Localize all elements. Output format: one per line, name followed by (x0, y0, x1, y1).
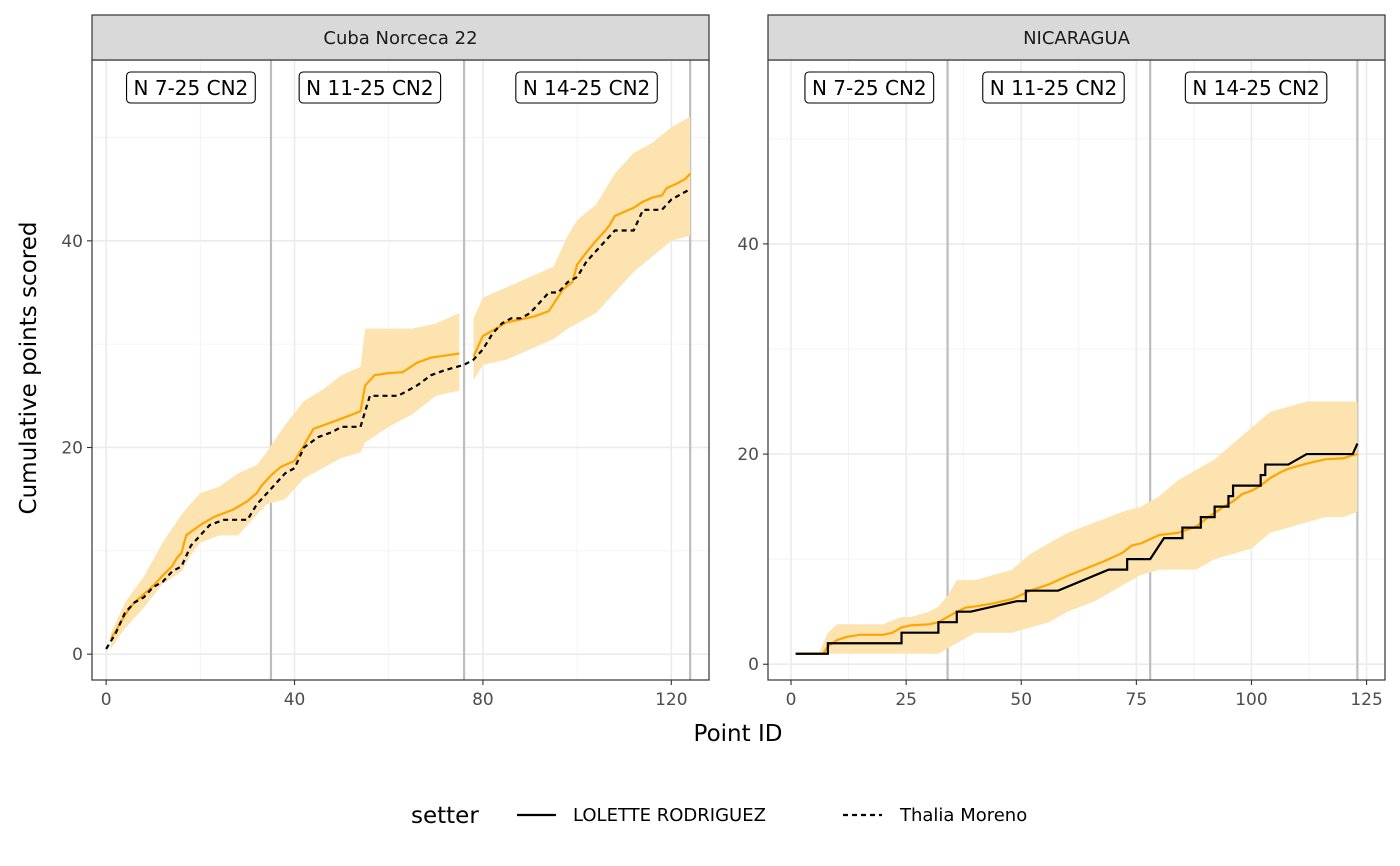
set-label-box (298, 71, 442, 104)
set-label-box (125, 71, 256, 104)
x-tick-label: 75 (1126, 690, 1148, 710)
set-label-box (515, 71, 658, 104)
set-label-box (1184, 71, 1328, 104)
x-tick-label: 80 (472, 690, 494, 710)
panel-cuba-norceca-22: N 7-25 CN2 N 11-25 CN2 N 14-25 CN2 Cuba Nor… (61, 14, 710, 710)
y-tick-label: 20 (61, 439, 83, 459)
prediction-ribbon (795, 401, 1358, 654)
x-tick-label: 120 (655, 690, 687, 710)
legend-label-lolette-rodriguez: LOLETTE RODRIGUEZ (573, 805, 766, 826)
prediction-line (109, 352, 460, 640)
x-tick-label: 0 (101, 690, 112, 710)
strip-label: NICARAGUA (1023, 28, 1131, 49)
legend-title: setter (411, 803, 479, 829)
x-tick-label: 125 (1350, 690, 1382, 710)
strip-background (91, 14, 710, 61)
observed-line (795, 443, 1359, 655)
x-tick-label: 50 (1010, 690, 1032, 710)
x-tick-label: 100 (1235, 690, 1267, 710)
set-label: N 11-25 CN2 (990, 76, 1117, 100)
legend: setter LOLETTE RODRIGUEZ Thalia Moreno (411, 803, 1027, 829)
prediction-line (472, 172, 691, 358)
y-tick-label: 20 (737, 445, 759, 465)
x-tick-label: 0 (786, 690, 797, 710)
set-label: N 11-25 CN2 (306, 76, 433, 100)
y-axis-title: Cumulative points scored (16, 222, 42, 515)
set-label: N 7-25 CN2 (134, 76, 249, 100)
y-tick-label: 0 (748, 655, 759, 675)
set-label: N 7-25 CN2 (812, 76, 927, 100)
y-tick-label: 40 (61, 232, 83, 252)
set-label: N 14-25 CN2 (523, 76, 650, 100)
x-tick-label: 40 (284, 690, 306, 710)
legend-label-thalia-moreno: Thalia Moreno (899, 805, 1027, 826)
set-label: N 14-25 CN2 (1192, 76, 1319, 100)
prediction-ribbon (110, 313, 460, 649)
set-label-box (804, 71, 935, 104)
panel-nicaragua: N 7-25 CN2 N 11-25 CN2 N 14-25 CN2 NICARAGU… (737, 14, 1386, 710)
y-tick-label: 0 (72, 645, 83, 665)
strip-background (767, 14, 1386, 61)
y-tick-label: 40 (737, 235, 759, 255)
x-tick-label: 25 (895, 690, 917, 710)
strip-label: Cuba Norceca 22 (323, 28, 477, 49)
x-axis-title: Point ID (694, 721, 783, 747)
observed-line (105, 188, 691, 650)
set-label-box (982, 71, 1125, 104)
prediction-line (795, 452, 1358, 655)
